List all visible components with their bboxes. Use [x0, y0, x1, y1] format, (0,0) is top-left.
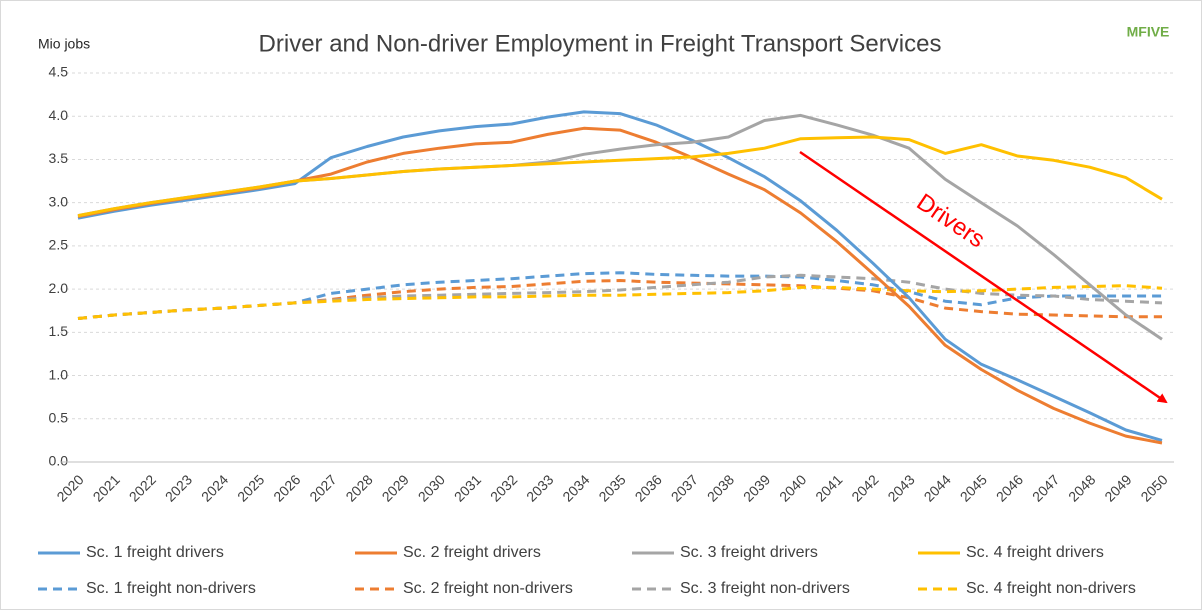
y-tick-label: 2.5 — [49, 237, 69, 253]
y-tick-label: 2.0 — [49, 280, 69, 296]
series-line — [77, 110, 1163, 442]
annotation-arrow — [799, 150, 1168, 404]
y-tick-label: 4.5 — [49, 64, 69, 80]
y-tick-label: 4.0 — [49, 107, 69, 123]
chart-title: Driver and Non-driver Employment in Frei… — [259, 30, 942, 57]
y-tick-label: 0.0 — [49, 453, 69, 469]
y-tick-label: 3.5 — [49, 150, 69, 166]
y-tick-label: 1.0 — [49, 366, 69, 382]
legend-label: Sc. 4 freight non-drivers — [966, 580, 1136, 597]
series-line — [77, 284, 1163, 320]
series-line — [77, 135, 1163, 218]
y-tick-label: 3.0 — [49, 193, 69, 209]
legend-label: Sc. 2 freight drivers — [403, 544, 541, 561]
legend-label: Sc. 1 freight non-drivers — [86, 580, 256, 597]
legend-label: Sc. 3 freight drivers — [680, 544, 818, 561]
legend-label: Sc. 3 freight non-drivers — [680, 580, 850, 597]
legend-label: Sc. 4 freight drivers — [966, 544, 1104, 561]
legend-label: Sc. 2 freight non-drivers — [403, 580, 573, 597]
legend-label: Sc. 1 freight drivers — [86, 544, 224, 561]
y-tick-label: 1.5 — [49, 323, 69, 339]
y-axis-label: Mio jobs — [38, 36, 90, 52]
logo: MFIVE — [1127, 24, 1170, 40]
y-tick-label: 0.5 — [49, 409, 69, 425]
